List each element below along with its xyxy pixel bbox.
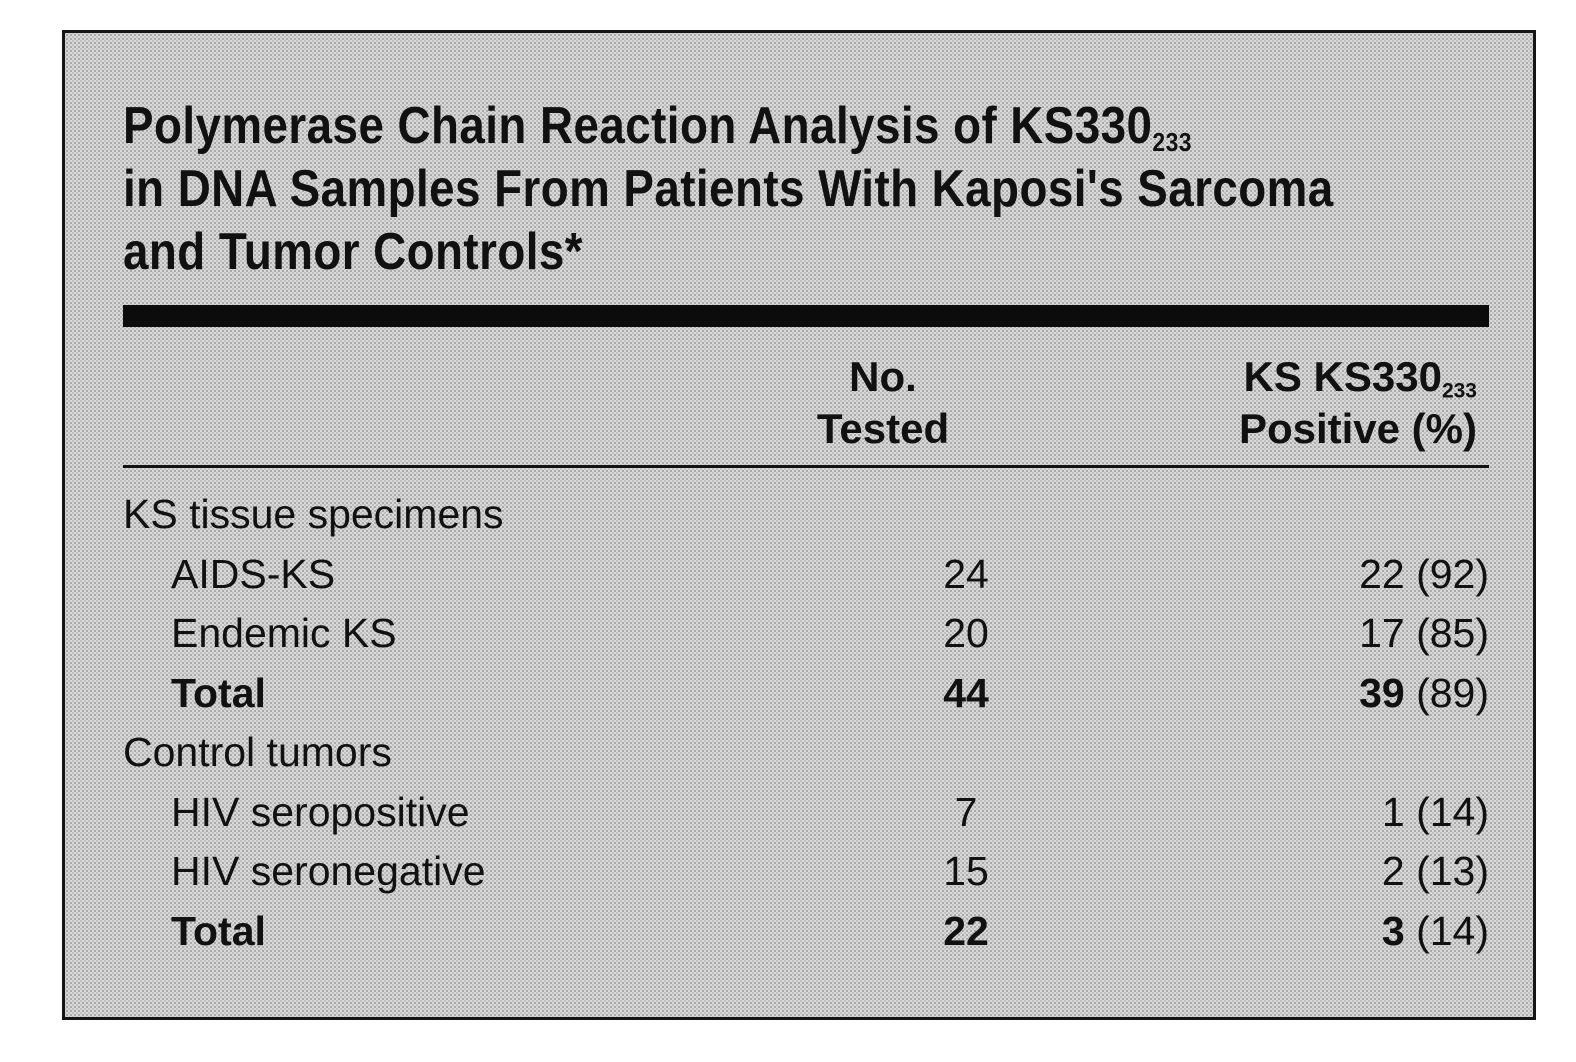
column-header-positive-subscript: 233 (1441, 379, 1477, 403)
column-header-tested: No. Tested (813, 351, 953, 455)
column-header-positive-line-2: Positive (%) (1238, 405, 1477, 452)
table-row-total: Total 22 3 (14) (123, 902, 1489, 962)
column-header-tested-line-1: No. (849, 353, 917, 400)
positive-percent: (89) (1416, 669, 1489, 716)
table-row: HIV seropositive 7 1 (14) (123, 783, 1489, 843)
positive-percent: (13) (1416, 848, 1489, 894)
data-table: KS tissue specimens AIDS-KS 24 22 (92) E… (123, 485, 1489, 961)
row-positive: 22 (92) (1061, 545, 1489, 605)
table-row-group-ks: KS tissue specimens (123, 485, 1489, 545)
table-frame: Polymerase Chain Reaction Analysis of KS… (62, 30, 1536, 1020)
row-label: Total (171, 907, 266, 954)
positive-percent: (92) (1416, 550, 1489, 597)
row-label: AIDS-KS (171, 550, 336, 597)
positive-count: 3 (1381, 907, 1405, 954)
row-positive: 39 (89) (1061, 664, 1489, 724)
row-tested: 24 (943, 550, 989, 597)
table-title: Polymerase Chain Reaction Analysis of KS… (123, 95, 1334, 284)
row-positive: 1 (14) (1061, 783, 1489, 843)
column-header-positive-line-1: KS KS330233 (1239, 351, 1477, 403)
table-row: Endemic KS 20 17 (85) (123, 604, 1489, 664)
row-tested: 15 (943, 848, 989, 894)
title-line-1-text: Polymerase Chain Reaction Analysis of KS… (123, 97, 1153, 155)
positive-count: 2 (1381, 848, 1405, 894)
row-tested: 20 (943, 610, 989, 656)
positive-count: 39 (1359, 669, 1405, 716)
row-tested: 22 (943, 907, 989, 954)
row-label: HIV seropositive (171, 788, 470, 835)
table-row: HIV seronegative 15 2 (13) (123, 842, 1489, 902)
row-tested: 7 (954, 788, 978, 835)
row-label: Endemic KS (171, 610, 397, 656)
title-line-1: Polymerase Chain Reaction Analysis of KS… (123, 95, 1320, 158)
row-label: KS tissue specimens (123, 491, 504, 537)
positive-percent: (14) (1416, 907, 1489, 954)
title-subscript: 233 (1152, 126, 1192, 157)
row-positive: 2 (13) (1061, 842, 1489, 902)
table-row: AIDS-KS 24 22 (92) (123, 545, 1489, 605)
column-header-positive-text: KS KS330 (1243, 353, 1442, 400)
header-thin-rule (123, 465, 1489, 468)
title-line-3: and Tumor Controls* (123, 223, 584, 281)
row-tested: 44 (943, 669, 989, 716)
positive-count: 17 (1359, 610, 1405, 656)
column-header-positive: KS KS330233 Positive (%) (1239, 351, 1477, 455)
column-header-tested-line-2: Tested (816, 405, 950, 452)
title-line-2: in DNA Samples From Patients With Kaposi… (123, 160, 1334, 218)
row-positive: 17 (85) (1061, 604, 1489, 664)
positive-percent: (85) (1416, 610, 1489, 656)
row-positive: 3 (14) (1061, 902, 1489, 962)
row-label: Control tumors (123, 729, 392, 775)
positive-count: 22 (1359, 550, 1405, 597)
table-row-total: Total 44 39 (89) (123, 664, 1489, 724)
table-row-group-control: Control tumors (123, 723, 1489, 783)
header-thick-rule (123, 305, 1489, 327)
row-label: Total (171, 669, 266, 716)
row-label: HIV seronegative (171, 848, 486, 894)
positive-count: 1 (1381, 788, 1405, 835)
positive-percent: (14) (1416, 788, 1489, 835)
